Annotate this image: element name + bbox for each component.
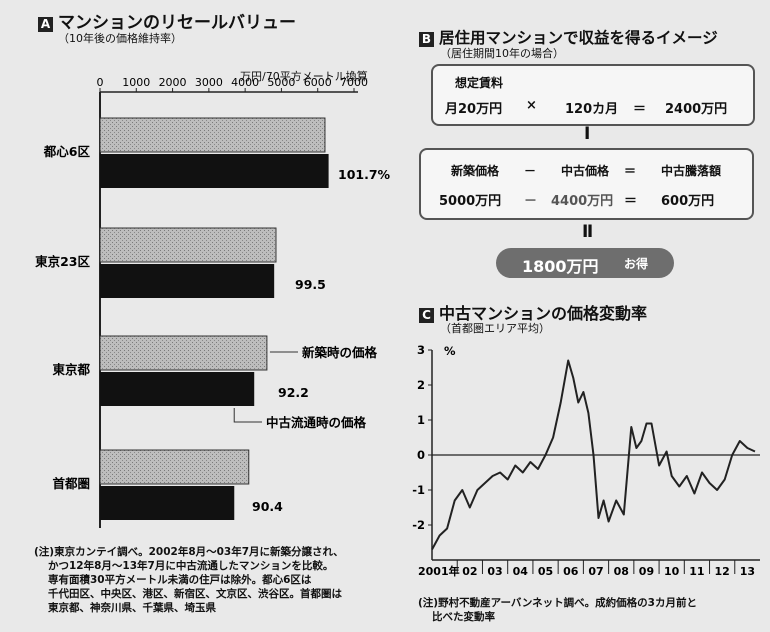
new-price-bar	[99, 335, 268, 371]
x-tick-label: 1000	[122, 78, 150, 89]
panel-a-header: A マンションのリセールバリュー	[38, 8, 296, 33]
x-tick-label: 03	[487, 565, 502, 578]
x-tick-label: 0	[97, 78, 104, 89]
price-drop-box: 新築価格 － 中古価格 ＝ 中古騰落額 5000万円 － 4400万円 ＝ 60…	[419, 148, 754, 220]
panel-a-note-line: かつ12年8月～13年7月に中古流通したマンションを比較。	[48, 560, 334, 572]
x-tick-label: 2000	[159, 78, 187, 89]
panel-a-note: (注)東京カンテイ調べ。2002年8月～03年7月に新築分譲され、 かつ12年8…	[34, 545, 344, 615]
equals-value: ＝	[624, 194, 638, 209]
panel-a-title: マンションのリセールバリュー	[58, 13, 296, 33]
rent-total: 2400万円	[665, 102, 728, 117]
price-drop-value: 600万円	[661, 194, 715, 209]
panel-a-note-line: 専有面積30平方メートル未満の住戸は除外。都心6区は	[48, 574, 312, 586]
y-tick-label: -2	[412, 518, 425, 532]
x-tick-label: 11	[689, 565, 704, 578]
resale-price-bar	[100, 372, 255, 406]
minus-value: －	[524, 194, 538, 209]
y-tick-label: -1	[412, 483, 425, 497]
result-value: 1800万円	[522, 257, 599, 276]
panel-c-title: 中古マンションの価格変動率	[439, 304, 648, 323]
x-tick-label: 07	[588, 565, 603, 578]
x-tick-label: 4000	[231, 78, 259, 89]
panel-a-note-line: 東京都、神奈川県、千葉県、埼玉県	[48, 602, 216, 614]
x-tick-label: 08	[614, 565, 629, 578]
new-price-bar	[99, 227, 277, 263]
panel-b-badge: B	[419, 32, 434, 47]
panel-c-badge: C	[419, 308, 434, 323]
x-tick-label: 02	[462, 565, 477, 578]
y-tick-label: 1	[417, 413, 425, 427]
category-label: 首都圏	[52, 476, 90, 491]
minus-label: －	[524, 164, 537, 178]
resale-price-bar	[100, 486, 235, 520]
resale-value-chart: 0 1000 2000 3000 4000 5000 6000 7000 都心6区 101.7% 東…	[35, 78, 391, 528]
x-tick-label: 3000	[195, 78, 223, 89]
resale-price-bar	[100, 264, 275, 298]
legend-resale-price: 中古流通時の価格	[266, 415, 367, 430]
panel-b-title: 居住用マンションで収益を得るイメージ	[439, 29, 718, 47]
x-tick-label: 7000	[340, 78, 368, 89]
data-label: 90.4	[252, 499, 283, 514]
category-label: 東京都	[52, 362, 90, 377]
legend-leader-resale	[233, 408, 262, 423]
new-price-bar	[99, 117, 326, 153]
data-label: 99.5	[295, 277, 326, 292]
data-label: 101.7%	[338, 167, 391, 182]
panel-c-header: C 中古マンションの価格変動率	[419, 300, 647, 324]
data-label: 92.2	[278, 385, 309, 400]
x-tick-label: 13	[740, 565, 755, 578]
price-drop-label: 中古騰落額	[661, 164, 722, 178]
y-tick-label: 3	[417, 343, 425, 357]
arrow-one: Ⅰ	[584, 124, 591, 144]
legend-new-price: 新築時の価格	[302, 345, 378, 360]
new-price-value: 5000万円	[439, 194, 502, 209]
times-sign: ×	[526, 98, 537, 113]
panel-c-note: (注)野村不動産アーバンネット調べ。成約価格の3カ月前と 比べた変動率	[418, 596, 697, 624]
x-tick-label: 12	[714, 565, 729, 578]
result-badge: 1800万円 お得	[496, 248, 674, 278]
equals-label: ＝	[624, 164, 637, 178]
panel-a-note-line: (注)東京カンテイ調べ。2002年8月～03年7月に新築分譲され、	[34, 546, 344, 558]
panel-b-header: B 居住用マンションで収益を得るイメージ	[419, 26, 718, 48]
new-price-bar	[99, 449, 250, 485]
y-tick-label: 2	[417, 378, 425, 392]
rent-box: 想定賃料 月20万円 × 120カ月 ＝ 2400万円	[431, 64, 755, 126]
panel-a-badge: A	[38, 17, 53, 32]
y-tick-label: 0	[417, 448, 425, 462]
panel-a-subtitle: （10年後の価格維持率）	[58, 32, 182, 45]
used-price-value: 4400万円	[551, 194, 614, 209]
panel-c-note-line: (注)野村不動産アーバンネット調べ。成約価格の3カ月前と	[418, 597, 697, 609]
rent-monthly: 月20万円	[445, 102, 503, 117]
x-tick-label: 05	[538, 565, 553, 578]
used-price-label: 中古価格	[561, 164, 610, 178]
category-label: 東京23区	[35, 254, 90, 269]
price-change-line	[431, 359, 756, 550]
x-tick-label: 06	[563, 565, 579, 578]
x-tick-label: 5000	[267, 78, 295, 89]
arrow-two: Ⅱ	[582, 222, 594, 242]
panel-c-note-line: 比べた変動率	[432, 611, 495, 623]
new-price-label: 新築価格	[451, 164, 500, 178]
y-unit-label: %	[444, 344, 456, 358]
x-tick-label: 10	[664, 565, 680, 578]
panel-b-subtitle: （居住期間10年の場合）	[440, 47, 564, 60]
result-label: お得	[624, 257, 649, 271]
panel-a-unit: 万円/70平方メートル換算	[240, 70, 368, 83]
rent-months: 120カ月	[565, 102, 619, 117]
x-tick-label: 09	[639, 565, 654, 578]
rent-label: 想定賃料	[455, 76, 504, 90]
x-tick-label: 04	[513, 565, 529, 578]
x-tick-label: 6000	[304, 78, 332, 89]
panel-a-note-line: 千代田区、中央区、港区、新宿区、文京区、渋谷区。首都圏は	[48, 588, 342, 600]
category-label: 都心6区	[43, 144, 91, 159]
panel-c-subtitle: （首都圏エリア平均）	[440, 322, 550, 335]
resale-price-bar	[100, 154, 329, 188]
equals-sign: ＝	[633, 102, 647, 117]
x-tick-label: 2001年	[418, 564, 460, 578]
